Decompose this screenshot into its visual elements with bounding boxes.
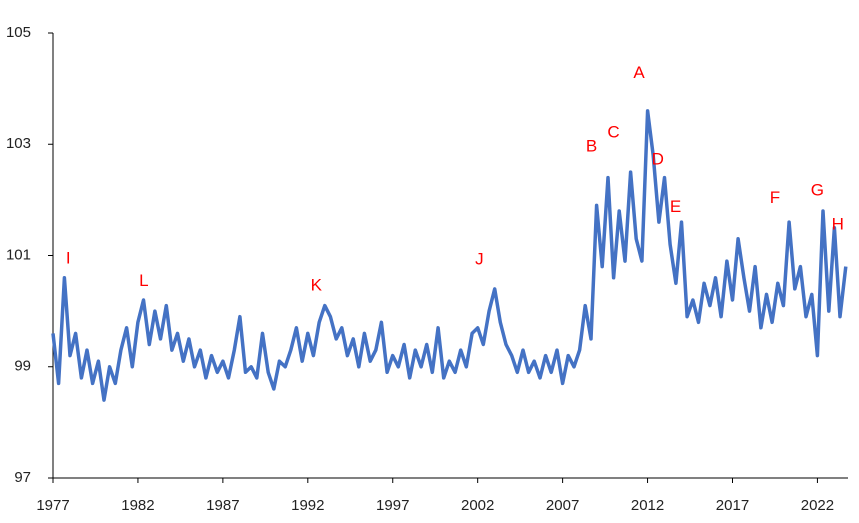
annotation: F [770, 188, 780, 207]
annotation: J [475, 249, 484, 268]
x-tick-label: 2012 [631, 497, 664, 514]
x-tick-label: 1997 [376, 497, 409, 514]
y-tick-label: 103 [6, 135, 31, 152]
annotation: L [139, 271, 148, 290]
x-tick-label: 1987 [206, 497, 239, 514]
annotation: I [66, 248, 71, 267]
y-tick-label: 97 [14, 469, 31, 486]
x-tick-label: 1977 [36, 497, 69, 514]
y-tick-label: 99 [14, 358, 31, 375]
x-tick-label: 2017 [716, 497, 749, 514]
annotation: A [633, 63, 645, 82]
annotation: D [652, 149, 664, 168]
annotation: G [811, 180, 824, 199]
x-tick-label: 1992 [291, 497, 324, 514]
x-tick-label: 1982 [121, 497, 154, 514]
annotation: B [586, 137, 597, 156]
y-tick-label: 105 [6, 24, 31, 41]
annotation: C [607, 123, 619, 142]
annotation: H [832, 214, 844, 233]
annotation: E [670, 197, 681, 216]
data-line [51, 109, 848, 402]
y-tick-label: 101 [6, 246, 31, 263]
annotation: K [311, 276, 323, 295]
x-tick-label: 2022 [801, 497, 834, 514]
x-tick-label: 2002 [461, 497, 494, 514]
x-tick-label: 2007 [546, 497, 579, 514]
